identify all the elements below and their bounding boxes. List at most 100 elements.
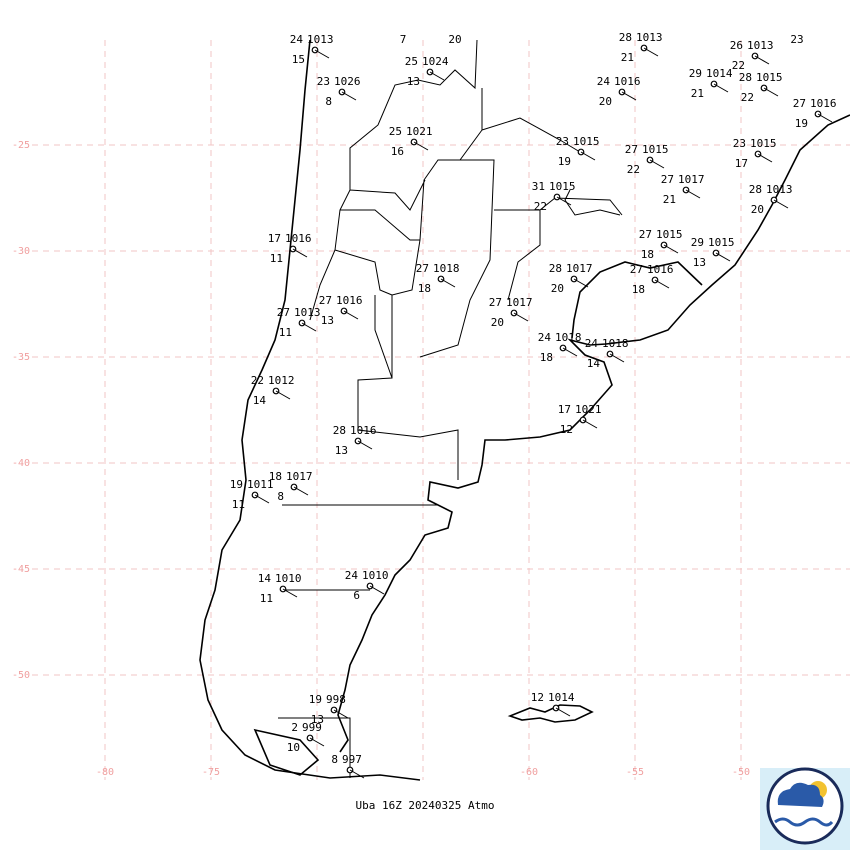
temperature: 20 [448, 33, 461, 46]
lat-label: -50 [12, 670, 30, 681]
wind-barb [685, 189, 701, 199]
pressure: 999 [302, 721, 322, 734]
pressure: 1024 [422, 55, 449, 68]
wind-barb [333, 709, 349, 719]
wind-barb [573, 278, 589, 288]
wind-barb [343, 310, 359, 320]
station: 20 [448, 33, 461, 46]
dewpoint: 22 [741, 91, 754, 104]
dewpoint: 18 [632, 283, 645, 296]
wind-barb [341, 91, 357, 101]
coastline [199, 39, 850, 781]
pressure: 1012 [268, 374, 295, 387]
pressure: 1013 [307, 33, 334, 46]
lat-label: -40 [12, 458, 30, 469]
dewpoint: 20 [599, 95, 612, 108]
pressure: 1017 [286, 470, 313, 483]
lon-label: -55 [626, 767, 644, 778]
pressure: 1010 [362, 569, 389, 582]
wind-barb [254, 494, 270, 504]
pressure: 1011 [247, 478, 274, 491]
grid: -25 -30 -35 -40 -45 -50 -80 -75 -60 -55 -50 [12, 40, 850, 780]
temperature: 7 [400, 33, 407, 46]
pressure: 1013 [766, 183, 793, 196]
dewpoint: 14 [253, 394, 267, 407]
wind-barb [773, 199, 789, 209]
dewpoint: 11 [232, 498, 245, 511]
temperature: 28 [619, 31, 632, 44]
temperature: 25 [405, 55, 418, 68]
station: 8 997 [331, 753, 365, 779]
lon-label: -60 [520, 767, 538, 778]
dewpoint: 6 [353, 589, 360, 602]
pressure: 1015 [756, 71, 783, 84]
temperature: 24 [597, 75, 611, 88]
pressure: 1016 [350, 424, 377, 437]
wind-barb [609, 353, 625, 363]
pressure: 1017 [678, 173, 705, 186]
dewpoint: 11 [270, 252, 283, 265]
pressure: 1016 [810, 97, 837, 110]
wind-barb [413, 141, 429, 151]
wind-barb [643, 47, 659, 57]
dewpoint: 13 [335, 444, 348, 457]
pressure: 1015 [656, 228, 683, 241]
wind-barb [301, 322, 317, 332]
temperature: 24 [345, 569, 359, 582]
temperature: 24 [585, 337, 599, 350]
temperature: 27 [639, 228, 652, 241]
station: 23 [790, 33, 803, 46]
wind-barb [556, 196, 572, 206]
dewpoint: 22 [534, 200, 547, 213]
pressure: 1018 [433, 262, 460, 275]
temperature: 24 [538, 331, 552, 344]
station: 7 [400, 33, 407, 46]
wind-barb [562, 347, 578, 357]
pressure: 1021 [575, 403, 602, 416]
temperature: 28 [749, 183, 762, 196]
lat-label: -25 [12, 140, 30, 151]
pressure: 1013 [747, 39, 774, 52]
dewpoint: 11 [279, 326, 292, 339]
pressure: 1015 [750, 137, 777, 150]
dewpoint: 20 [751, 203, 764, 216]
wind-barb [555, 707, 571, 717]
wind-barb [357, 440, 373, 450]
lon-label: -80 [96, 767, 114, 778]
wind-barb [754, 55, 770, 65]
dewpoint: 13 [311, 713, 324, 726]
pressure: 998 [326, 693, 346, 706]
temperature: 8 [331, 753, 338, 766]
temperature: 28 [549, 262, 562, 275]
temperature: 17 [268, 232, 281, 245]
wind-barb [440, 278, 456, 288]
wind-barb [282, 588, 298, 598]
dewpoint: 20 [491, 316, 504, 329]
dewpoint: 18 [418, 282, 431, 295]
dewpoint: 21 [691, 87, 704, 100]
logo-wave [774, 817, 834, 827]
temperature: 19 [309, 693, 322, 706]
wind-barb [292, 248, 308, 258]
pressure: 1014 [706, 67, 733, 80]
temperature: 17 [558, 403, 571, 416]
wind-barb [369, 585, 385, 595]
temperature: 24 [290, 33, 304, 46]
dewpoint: 8 [277, 490, 284, 503]
pressure: 1015 [549, 180, 576, 193]
wind-barb [649, 159, 665, 169]
